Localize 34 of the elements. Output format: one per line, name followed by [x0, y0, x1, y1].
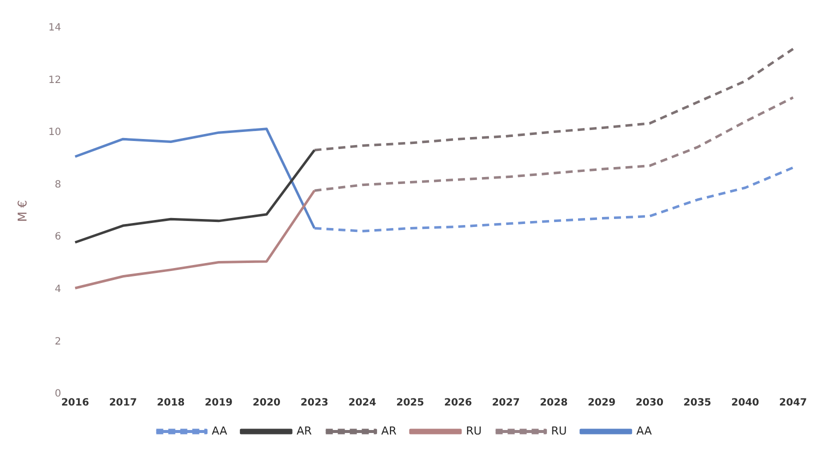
x-tick-label: 2035 — [683, 398, 712, 409]
y-tick-label: 12 — [48, 74, 62, 86]
y-tick-label: 0 — [54, 388, 62, 400]
x-tick-label: 2018 — [156, 398, 185, 409]
legend-label: AR — [296, 424, 312, 438]
x-tick-label: 2040 — [731, 398, 760, 409]
line-series — [313, 48, 794, 152]
x-tick-label: 2030 — [636, 398, 664, 409]
x-tick-label: 2025 — [396, 398, 424, 409]
x-tick-label: 2047 — [779, 398, 808, 409]
x-tick-label: 2017 — [109, 398, 137, 409]
y-tick-label: 10 — [48, 127, 62, 138]
line-series — [313, 166, 794, 232]
x-tick-label: 2029 — [588, 398, 616, 409]
x-tick-label: 2026 — [444, 398, 472, 409]
legend-label: AR — [381, 424, 397, 438]
legend-label: AA — [636, 424, 652, 438]
x-tick-label: 2023 — [300, 398, 328, 409]
y-axis-title: M € — [15, 200, 30, 222]
x-tick-label: 2016 — [61, 398, 90, 409]
legend-label: AA — [212, 424, 228, 438]
x-tick-label: 2020 — [252, 398, 281, 409]
x-tick-label: 2024 — [348, 398, 376, 409]
x-tick-label: 2019 — [204, 398, 233, 409]
line-series — [313, 96, 794, 192]
y-tick-label: 4 — [54, 284, 62, 296]
y-tick-label: 8 — [54, 179, 62, 190]
x-tick-label: 2027 — [492, 398, 520, 409]
y-tick-label: 6 — [54, 232, 62, 243]
y-tick-label: 2 — [54, 336, 62, 348]
legend-label: RU — [466, 424, 482, 438]
y-tick-label: 14 — [48, 22, 62, 34]
x-tick-label: 2028 — [540, 398, 568, 409]
legend-label: RU — [551, 424, 567, 438]
